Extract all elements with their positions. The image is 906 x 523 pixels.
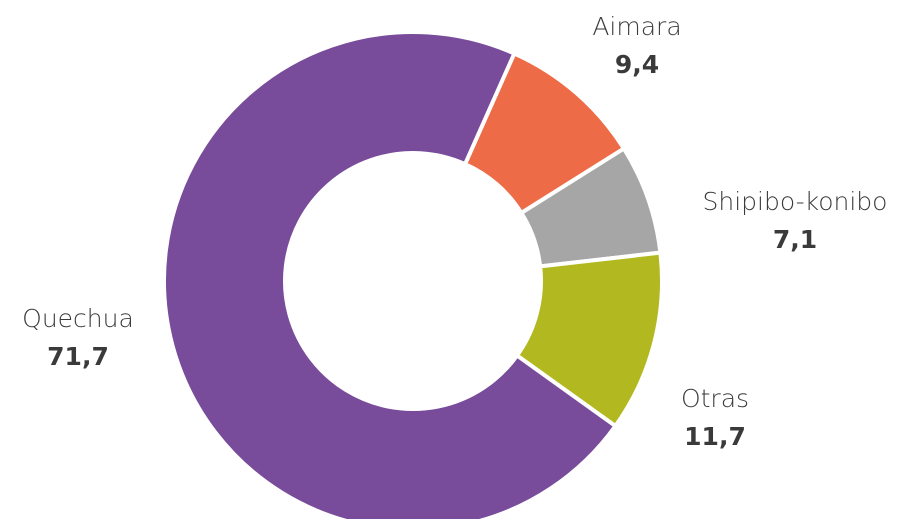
donut-slice (162, 30, 619, 523)
value-label: 9,4 (615, 50, 659, 79)
slice-label: Otras (681, 384, 749, 413)
value-label: 71,7 (47, 342, 109, 371)
slice-label: Quechua (22, 304, 134, 333)
value-label: 11,7 (684, 422, 746, 451)
slice-label: Aimara (592, 12, 681, 41)
slice-label: Shipibo-konibo (703, 187, 888, 216)
value-label: 7,1 (773, 225, 817, 254)
